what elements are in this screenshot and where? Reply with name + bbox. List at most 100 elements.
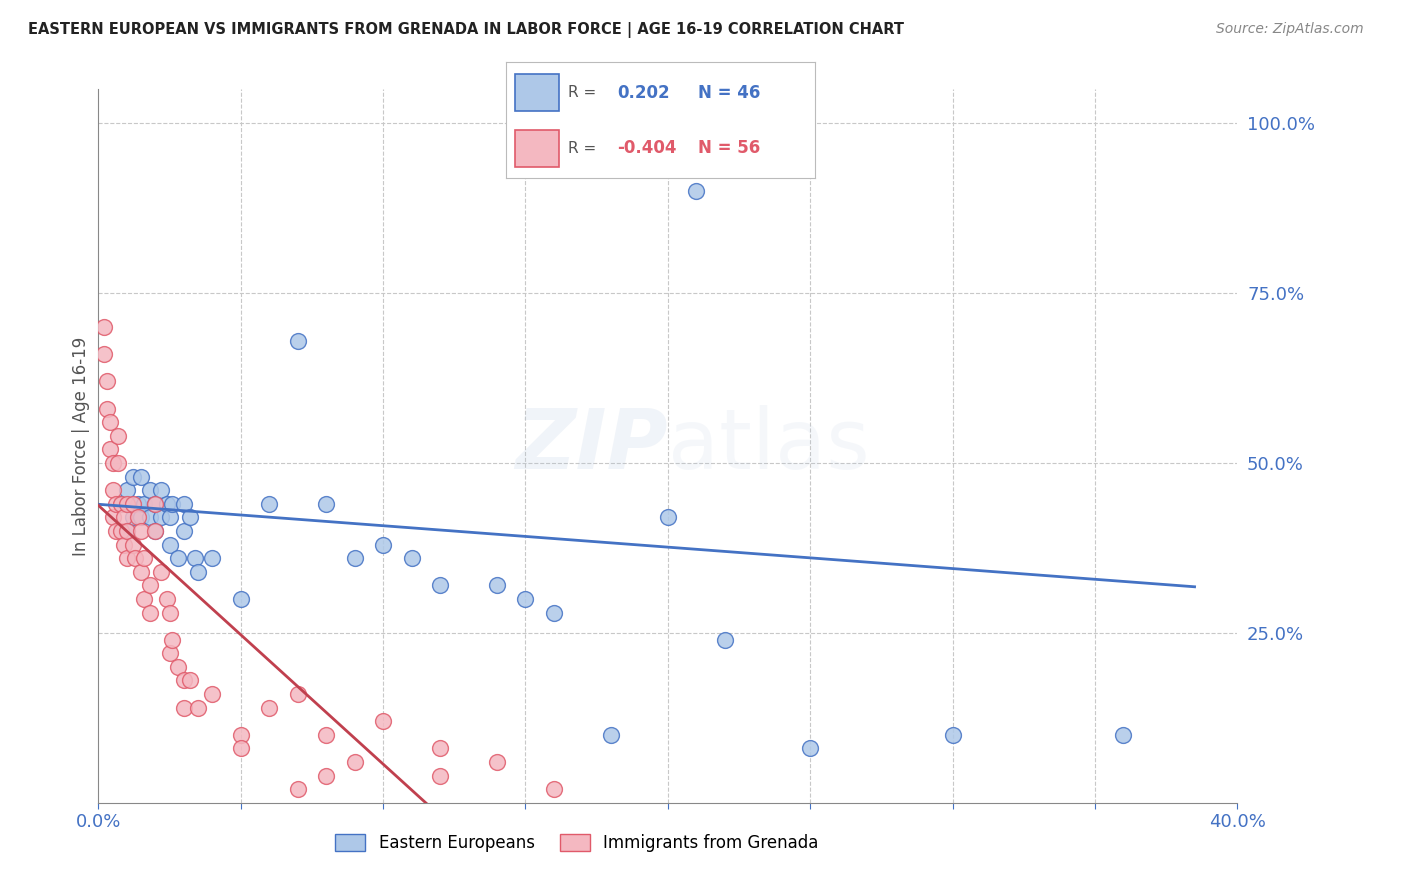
- FancyBboxPatch shape: [516, 74, 558, 112]
- Point: [132, 497, 155, 511]
- Point: [107, 456, 129, 470]
- Point: [287, 782, 309, 797]
- Point: [115, 497, 138, 511]
- Point: [98, 442, 121, 457]
- Point: [93, 320, 115, 334]
- Point: [179, 510, 201, 524]
- Point: [129, 469, 152, 483]
- Point: [98, 415, 121, 429]
- Point: [671, 157, 693, 171]
- Point: [543, 606, 565, 620]
- Point: [156, 591, 179, 606]
- Point: [229, 728, 252, 742]
- Point: [138, 578, 160, 592]
- Text: Source: ZipAtlas.com: Source: ZipAtlas.com: [1216, 22, 1364, 37]
- Point: [515, 591, 537, 606]
- Point: [259, 700, 281, 714]
- Point: [173, 673, 195, 688]
- Point: [107, 429, 129, 443]
- Point: [315, 497, 337, 511]
- Point: [145, 524, 167, 538]
- Point: [486, 578, 509, 592]
- Point: [121, 510, 143, 524]
- Point: [287, 687, 309, 701]
- Point: [343, 551, 366, 566]
- Y-axis label: In Labor Force | Age 16-19: In Labor Force | Age 16-19: [72, 336, 90, 556]
- Legend: Eastern Europeans, Immigrants from Grenada: Eastern Europeans, Immigrants from Grena…: [329, 827, 825, 859]
- Point: [145, 497, 167, 511]
- Point: [429, 769, 451, 783]
- Point: [150, 483, 173, 498]
- Point: [104, 497, 127, 511]
- Point: [714, 632, 737, 647]
- Point: [671, 116, 693, 130]
- Point: [201, 551, 224, 566]
- Point: [315, 728, 337, 742]
- Point: [799, 741, 821, 756]
- Point: [121, 537, 143, 551]
- Point: [159, 537, 181, 551]
- Point: [132, 551, 155, 566]
- Point: [112, 537, 135, 551]
- Point: [104, 524, 127, 538]
- Point: [129, 524, 152, 538]
- Point: [315, 769, 337, 783]
- Point: [600, 728, 623, 742]
- Point: [373, 537, 395, 551]
- Point: [287, 334, 309, 348]
- Point: [184, 551, 207, 566]
- Point: [127, 510, 149, 524]
- Text: R =: R =: [568, 85, 596, 100]
- Point: [129, 510, 152, 524]
- Point: [115, 524, 138, 538]
- Point: [159, 510, 181, 524]
- Point: [429, 578, 451, 592]
- Point: [127, 497, 149, 511]
- Text: EASTERN EUROPEAN VS IMMIGRANTS FROM GRENADA IN LABOR FORCE | AGE 16-19 CORRELATI: EASTERN EUROPEAN VS IMMIGRANTS FROM GREN…: [28, 22, 904, 38]
- Point: [657, 510, 679, 524]
- Point: [429, 741, 451, 756]
- Point: [110, 497, 132, 511]
- Point: [93, 347, 115, 361]
- Text: N = 46: N = 46: [697, 84, 761, 102]
- Point: [259, 497, 281, 511]
- Point: [159, 606, 181, 620]
- Point: [486, 755, 509, 769]
- Point: [159, 646, 181, 660]
- FancyBboxPatch shape: [516, 129, 558, 167]
- Text: 0.202: 0.202: [617, 84, 671, 102]
- Point: [110, 497, 132, 511]
- Point: [138, 606, 160, 620]
- Point: [685, 184, 707, 198]
- Point: [229, 591, 252, 606]
- Point: [167, 660, 190, 674]
- Point: [173, 700, 195, 714]
- Point: [162, 632, 184, 647]
- Point: [101, 456, 124, 470]
- Point: [167, 551, 190, 566]
- Point: [942, 728, 965, 742]
- Point: [115, 483, 138, 498]
- Point: [173, 524, 195, 538]
- Point: [401, 551, 423, 566]
- Point: [373, 714, 395, 729]
- Point: [115, 551, 138, 566]
- Point: [121, 469, 143, 483]
- Point: [132, 591, 155, 606]
- Point: [187, 565, 209, 579]
- Point: [173, 497, 195, 511]
- Text: ZIP: ZIP: [515, 406, 668, 486]
- Point: [101, 510, 124, 524]
- Point: [343, 755, 366, 769]
- Point: [115, 524, 138, 538]
- Point: [96, 401, 118, 416]
- Point: [101, 483, 124, 498]
- Point: [129, 565, 152, 579]
- Point: [150, 565, 173, 579]
- Point: [179, 673, 201, 688]
- Point: [112, 510, 135, 524]
- Point: [121, 497, 143, 511]
- Point: [138, 483, 160, 498]
- Point: [1112, 728, 1135, 742]
- Point: [162, 497, 184, 511]
